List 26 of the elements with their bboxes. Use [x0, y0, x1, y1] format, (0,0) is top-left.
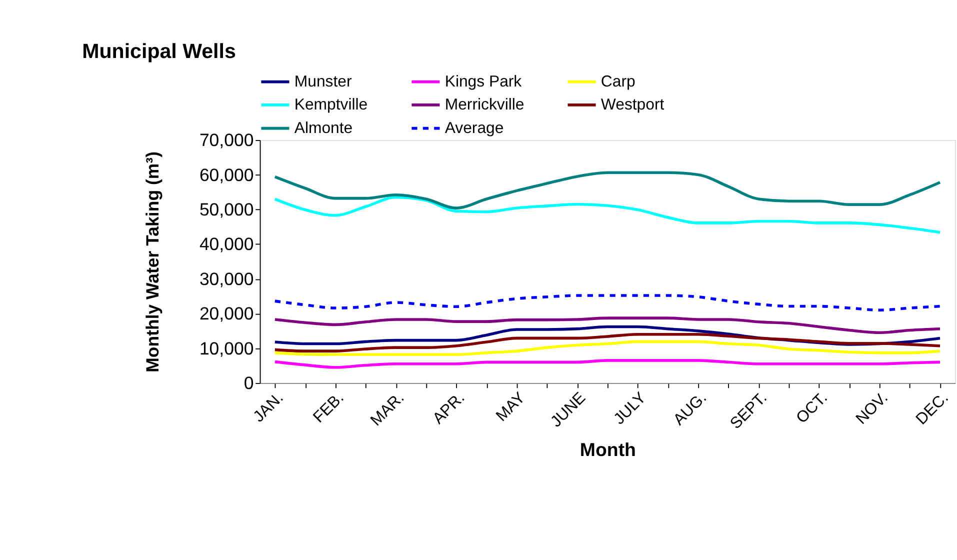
- line-series: [274, 332, 942, 352]
- y-tick-label: 40,000: [199, 234, 254, 254]
- line-series: [274, 340, 942, 356]
- legend-label: Almonte: [294, 120, 353, 137]
- y-tick-label: 70,000: [199, 130, 254, 150]
- line-series: [274, 359, 942, 369]
- legend-label: Munster: [294, 73, 352, 90]
- chart-title: Municipal Wells: [82, 40, 236, 63]
- legend-label: Kings Park: [444, 73, 522, 90]
- legend-label: Kemptville: [294, 96, 368, 114]
- line-series: [274, 316, 942, 334]
- legend-label: Westport: [600, 96, 665, 114]
- legend-label: Carp: [600, 73, 636, 90]
- legend-label: Average: [444, 120, 504, 137]
- x-axis-title: Month: [580, 439, 636, 460]
- line-series: [274, 294, 942, 312]
- line-series: [274, 171, 942, 210]
- x-tick-label: FEB.: [310, 389, 348, 426]
- y-tick-label: 20,000: [199, 304, 254, 324]
- y-tick-label: 10,000: [199, 338, 254, 358]
- legend-label: Merrickville: [444, 96, 524, 114]
- y-axis-title: Monthly Water Taking (m³): [142, 151, 162, 372]
- y-tick-label: 50,000: [199, 200, 254, 220]
- y-tick-label: 60,000: [199, 164, 254, 185]
- y-tick-label: 30,000: [199, 268, 254, 289]
- line-series: [274, 196, 942, 234]
